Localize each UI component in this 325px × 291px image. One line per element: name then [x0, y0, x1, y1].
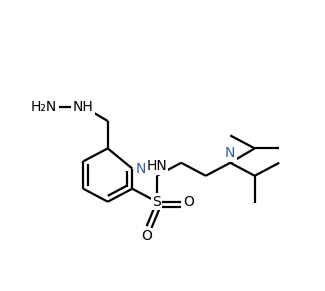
Text: H₂N: H₂N: [31, 100, 57, 113]
Text: S: S: [152, 195, 161, 209]
Text: NH: NH: [73, 100, 94, 113]
Text: HN: HN: [146, 159, 167, 173]
Text: N: N: [225, 146, 235, 161]
Text: O: O: [141, 229, 152, 243]
Text: N: N: [136, 162, 146, 175]
Text: O: O: [184, 195, 194, 209]
